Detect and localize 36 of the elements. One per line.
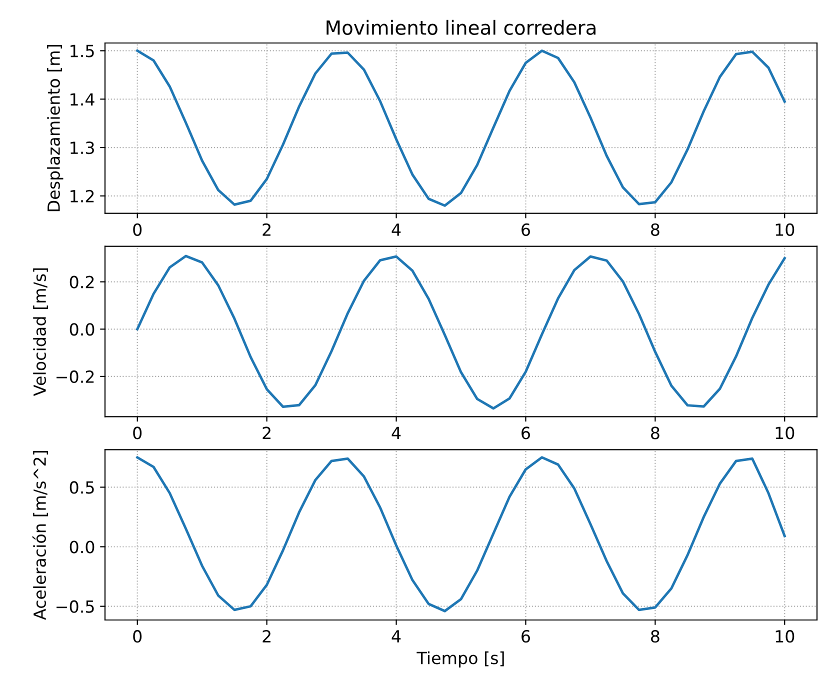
y-tick-label: 0.0 bbox=[70, 540, 94, 554]
y-tick-label: −0.5 bbox=[56, 600, 94, 613]
x-tick-label: 2 bbox=[262, 426, 270, 440]
line-series bbox=[136, 49, 786, 207]
line-series bbox=[136, 456, 786, 612]
chart-title: Movimiento lineal corredera bbox=[326, 20, 596, 35]
x-tick-label: 8 bbox=[651, 630, 660, 643]
x-tick-label: 6 bbox=[522, 426, 530, 440]
x-axis-title: Tiempo [s] bbox=[416, 651, 504, 668]
x-tick-label: 8 bbox=[651, 426, 660, 440]
y-tick-label: 0.2 bbox=[70, 276, 94, 288]
x-tick-label: 2 bbox=[262, 630, 270, 642]
y-tick-label: 0.0 bbox=[70, 323, 94, 336]
x-tick-label: 8 bbox=[651, 223, 660, 236]
x-tick-label: 4 bbox=[392, 426, 401, 440]
y-tick-label: 0.5 bbox=[70, 481, 94, 494]
y-tick-label: 1.4 bbox=[70, 93, 94, 106]
x-tick-label: 10 bbox=[776, 630, 794, 643]
x-tick-label: 10 bbox=[776, 426, 794, 440]
x-tick-label: 4 bbox=[392, 630, 401, 642]
line-series bbox=[136, 254, 786, 410]
y-tick-label: 1.5 bbox=[70, 44, 94, 58]
x-tick-label: 10 bbox=[776, 223, 794, 236]
x-tick-label: 4 bbox=[392, 224, 401, 236]
x-tick-label: 0 bbox=[133, 223, 142, 236]
x-tick-label: 0 bbox=[133, 630, 142, 643]
y-tick-label: 1.2 bbox=[70, 190, 94, 202]
y-axis-title: Desplazamiento [m] bbox=[47, 45, 64, 212]
x-tick-label: 0 bbox=[133, 426, 142, 440]
x-tick-label: 6 bbox=[522, 223, 530, 236]
y-axis-title: Aceleración [m/s^2] bbox=[32, 451, 48, 620]
x-tick-label: 2 bbox=[262, 223, 270, 236]
y-axis-title: Velocidad [m/s] bbox=[33, 268, 48, 396]
y-tick-label: −0.2 bbox=[56, 370, 94, 384]
x-tick-label: 6 bbox=[522, 630, 530, 643]
y-tick-label: 1.3 bbox=[70, 141, 94, 154]
